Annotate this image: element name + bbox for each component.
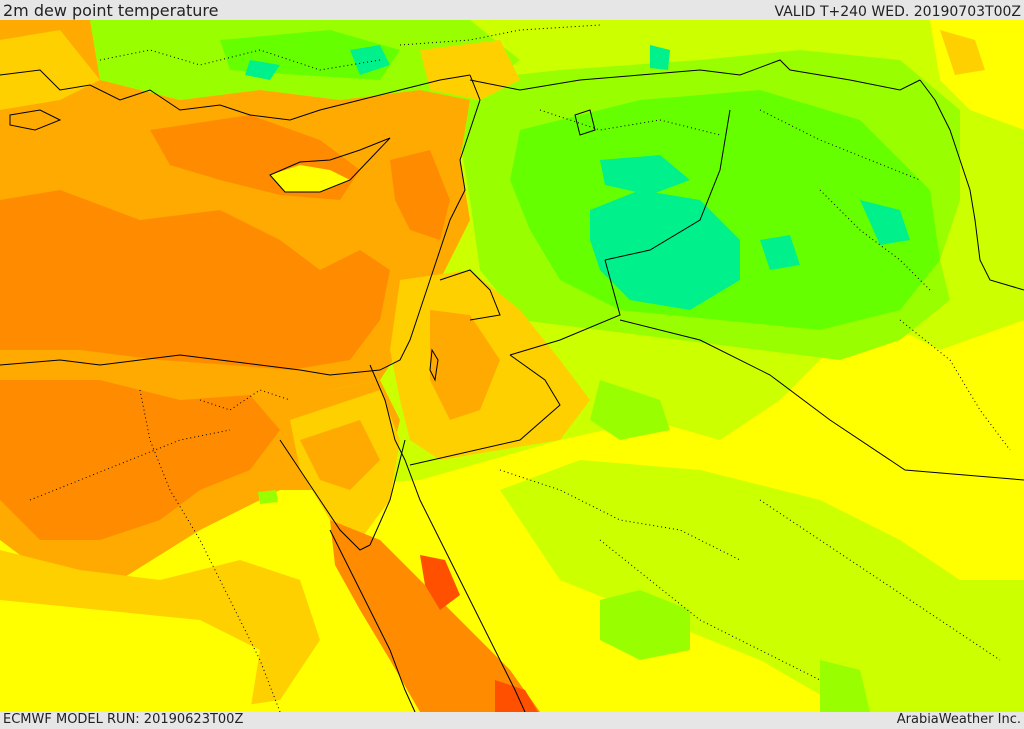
field-yellow-egypt [0,600,260,712]
field-gold-ne [940,30,985,75]
coastline-egypt [0,354,381,376]
footer-bar: ECMWF MODEL RUN: 20190623T00Z ArabiaWeat… [0,712,1024,729]
dew-point-map[interactable] [0,20,1024,712]
coastline-gulf [919,79,1024,291]
coastline-lake-van [574,109,596,136]
field-light-green-egypt-dot [258,490,278,504]
border-syria-iraq [604,109,731,261]
border-iraq-saudi [619,319,1024,481]
border-syria-jordan [509,259,621,356]
coastline-cyprus [269,137,391,193]
admin-saudi-2 [599,539,821,681]
field-teal-iraq-5 [650,45,670,70]
coastline-turkey [0,69,471,121]
credit-label: ArabiaWeather Inc. [896,712,1021,727]
coastline-sinai-east [369,439,406,546]
field-orange-red-sea [330,520,540,712]
field-light-orange-jordan [430,310,500,420]
admin-borders [29,24,1011,712]
field-teal-north-1 [350,45,390,75]
field-orange-egypt [0,380,280,540]
field-gold-nw [0,30,100,110]
border-turkey-syria-iraq [469,59,791,91]
country-borders [369,59,1024,481]
field-orange-levant [390,150,450,240]
coastline-sinai-west [279,439,371,551]
field-deep-orange-red-sea-2 [495,680,538,712]
coastline-red-sea-east [404,459,526,712]
admin-saudi-3 [759,499,1001,661]
field-deep-orange-red-sea-1 [420,555,460,610]
field-teal-north-2 [245,60,280,80]
field-teal-iraq-1 [590,190,740,310]
border-syria-lebanon [439,269,501,321]
field-yellow-green-saudi [500,460,1024,712]
field-orange-west [0,190,390,370]
header-bar: 2m dew point temperature VALID T+240 WED… [0,0,1024,20]
coastline-red-sea-west [329,529,416,712]
model-run-label: ECMWF MODEL RUN: 20190623T00Z [3,712,244,727]
map-title: 2m dew point temperature [3,1,219,20]
field-light-green-patch-2 [600,590,690,660]
coastlines [0,69,1024,712]
valid-time: VALID T+240 WED. 20190703T00Z [774,4,1021,20]
coastline-dead-sea [429,348,439,382]
coastline-crete [9,109,62,131]
coastline-levant [379,74,481,371]
field-yellow-cyprus [270,165,350,192]
border-israel-egypt [369,364,406,461]
field-teal-iraq-2 [600,155,690,195]
admin-saudi-4 [899,319,1011,451]
admin-iraq-3 [819,189,931,291]
field-light-orange-sinai [300,420,380,490]
border-iraq-iran [789,69,921,91]
border-jordan-saudi [409,354,561,466]
field-teal-iraq-3 [760,235,800,270]
field-light-green-patch-1 [590,380,670,440]
field-teal-iraq-4 [860,200,910,245]
field-light-green-patch-3 [820,660,870,712]
